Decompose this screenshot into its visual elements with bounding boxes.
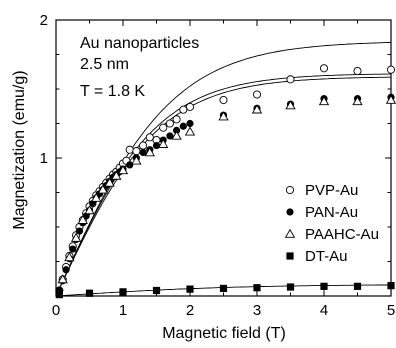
- point-paahc-au: [251, 104, 263, 114]
- y-axis-label: Magnetization (emu/g): [11, 70, 28, 229]
- point-pan-au: [186, 119, 194, 128]
- point-paahc-au: [131, 155, 142, 165]
- x-axis-label: Magnetic field (T): [162, 325, 286, 342]
- ticks-group: 0 1 2 3 4 5 1 2: [40, 12, 396, 319]
- point-pan-au: [126, 161, 134, 169]
- point-pan-au: [139, 148, 147, 157]
- point-pvp-au: [286, 75, 295, 84]
- x-tick-label: 2: [186, 302, 194, 319]
- point-pvp-au: [386, 65, 396, 74]
- point-dt-au: [186, 285, 194, 293]
- point-pvp-au: [125, 145, 134, 154]
- point-paahc-au: [111, 170, 122, 180]
- point-paahc-au: [70, 232, 82, 242]
- legend-label-dt-au: DT-Au: [305, 248, 348, 265]
- point-paahc-au: [385, 94, 396, 104]
- x-tick-label: 4: [320, 302, 328, 319]
- annotation-title: Au nanoparticles: [80, 35, 199, 52]
- legend-marker-dt-au: [286, 252, 294, 260]
- point-pan-au: [75, 227, 84, 235]
- point-pvp-au: [165, 119, 174, 128]
- point-dt-au: [320, 282, 328, 290]
- point-pvp-au: [132, 147, 141, 156]
- point-pan-au: [152, 141, 161, 150]
- point-dt-au: [353, 282, 362, 290]
- annotation-temperature: T = 1.8 K: [80, 83, 145, 100]
- data-markers-group: [55, 64, 396, 299]
- point-paahc-au: [117, 165, 129, 175]
- point-pvp-au: [185, 102, 195, 111]
- point-pvp-au: [319, 64, 329, 73]
- point-pan-au: [62, 266, 70, 274]
- legend-label-pvp-au: PVP-Au: [305, 182, 358, 199]
- legend-marker-paahc-au: [284, 228, 296, 238]
- point-paahc-au: [84, 205, 95, 215]
- point-pvp-au: [353, 67, 362, 76]
- x-tick-label: 3: [253, 302, 261, 319]
- x-tick-label: 5: [387, 302, 395, 319]
- y-tick-label: 1: [40, 150, 48, 167]
- point-paahc-au: [352, 96, 363, 106]
- point-pvp-au: [159, 123, 168, 132]
- point-paahc-au: [104, 177, 115, 187]
- point-paahc-au: [318, 96, 330, 106]
- point-paahc-au: [184, 126, 196, 136]
- point-pvp-au: [219, 95, 228, 105]
- x-tick-label: 0: [52, 302, 60, 319]
- point-paahc-au: [285, 100, 296, 110]
- point-pan-au: [166, 132, 174, 140]
- annotation-size: 2.5 nm: [80, 56, 129, 73]
- point-pan-au: [179, 122, 187, 130]
- legend-marker-pan-au: [286, 208, 294, 216]
- point-paahc-au: [64, 252, 75, 262]
- point-paahc-au: [218, 111, 229, 121]
- point-dt-au: [219, 284, 228, 293]
- legend: PVP-Au PAN-Au PAAHC-Au DT-Au: [284, 182, 379, 265]
- point-dt-au: [253, 284, 261, 292]
- fit-curve-paahc-au: [58, 76, 391, 290]
- point-paahc-au: [158, 138, 169, 148]
- legend-label-paahc-au: PAAHC-Au: [305, 226, 379, 243]
- point-dt-au: [387, 282, 395, 290]
- point-paahc-au: [97, 184, 109, 194]
- point-dt-au: [152, 286, 161, 295]
- point-pan-au: [173, 126, 181, 134]
- x-tick-label: 1: [119, 302, 127, 319]
- point-paahc-au: [91, 192, 102, 202]
- point-dt-au: [286, 283, 295, 291]
- point-paahc-au: [144, 147, 155, 157]
- legend-marker-pvp-au: [285, 185, 295, 195]
- point-pvp-au: [145, 133, 154, 142]
- point-paahc-au: [57, 274, 68, 284]
- point-dt-au: [55, 291, 63, 299]
- point-pan-au: [69, 245, 77, 253]
- legend-markers: [284, 185, 296, 260]
- legend-label-pan-au: PAN-Au: [305, 204, 358, 221]
- point-paahc-au: [171, 130, 182, 140]
- point-pvp-au: [252, 90, 262, 99]
- point-pvp-au: [179, 105, 188, 114]
- point-pvp-au: [172, 115, 181, 124]
- point-pvp-au: [139, 141, 148, 150]
- y-tick-label: 2: [40, 12, 48, 29]
- point-paahc-au: [77, 214, 88, 224]
